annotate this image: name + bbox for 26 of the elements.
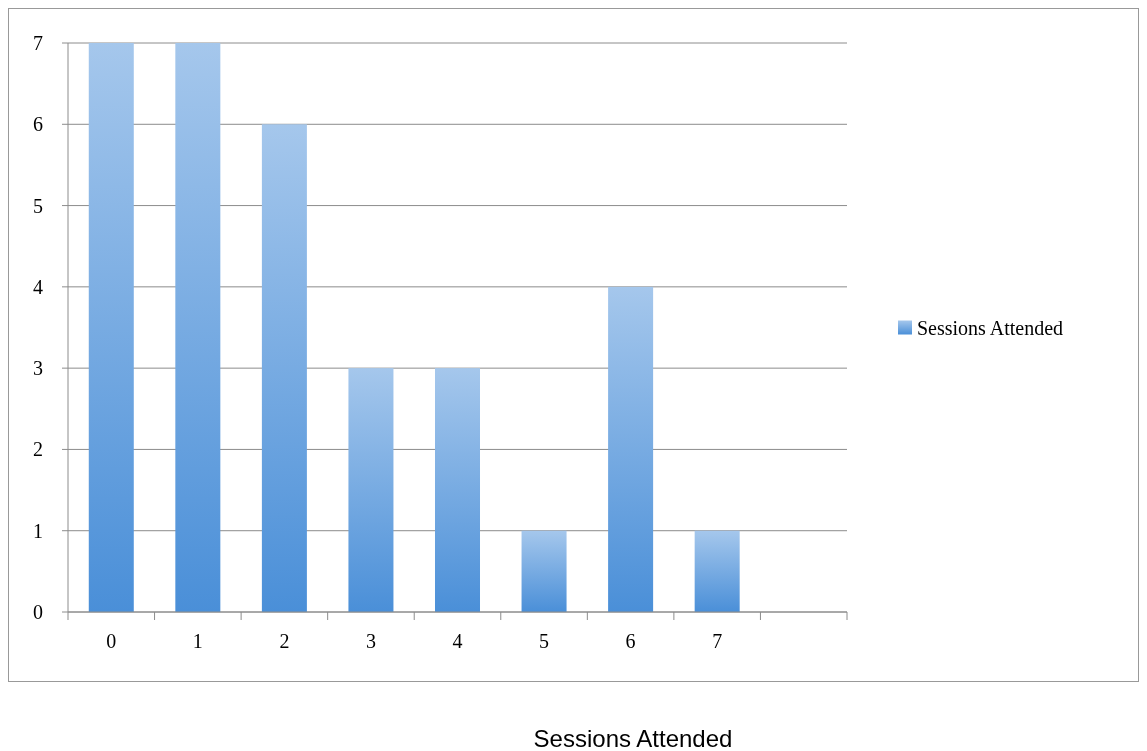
y-tick-label: 4 [33, 275, 43, 298]
bar [694, 530, 740, 612]
x-tick-label: 0 [106, 630, 117, 652]
bar [348, 368, 394, 612]
bar [88, 43, 134, 612]
bar [261, 124, 307, 612]
bar [435, 368, 480, 612]
y-tick-label: 7 [33, 32, 43, 54]
y-tick-label: 6 [33, 113, 43, 136]
x-tick-label: 1 [192, 630, 203, 652]
x-tick-label: 6 [625, 630, 636, 652]
bar [175, 43, 221, 612]
x-tick-label: 5 [539, 630, 550, 652]
x-tick-label: 2 [279, 630, 290, 652]
x-tick-label: 7 [712, 630, 723, 652]
y-tick-label: 3 [33, 357, 43, 380]
y-tick-label: 0 [33, 601, 43, 623]
legend-label: Sessions Attended [917, 316, 1064, 339]
bar [608, 286, 654, 612]
x-tick-label: 4 [452, 630, 463, 652]
y-tick-label: 5 [33, 194, 43, 217]
y-tick-label: 2 [33, 438, 43, 461]
y-tick-label: 1 [33, 519, 43, 542]
x-axis-title: Sessions Attended [533, 725, 733, 751]
x-tick-label: 3 [365, 630, 376, 652]
bar [521, 530, 567, 612]
